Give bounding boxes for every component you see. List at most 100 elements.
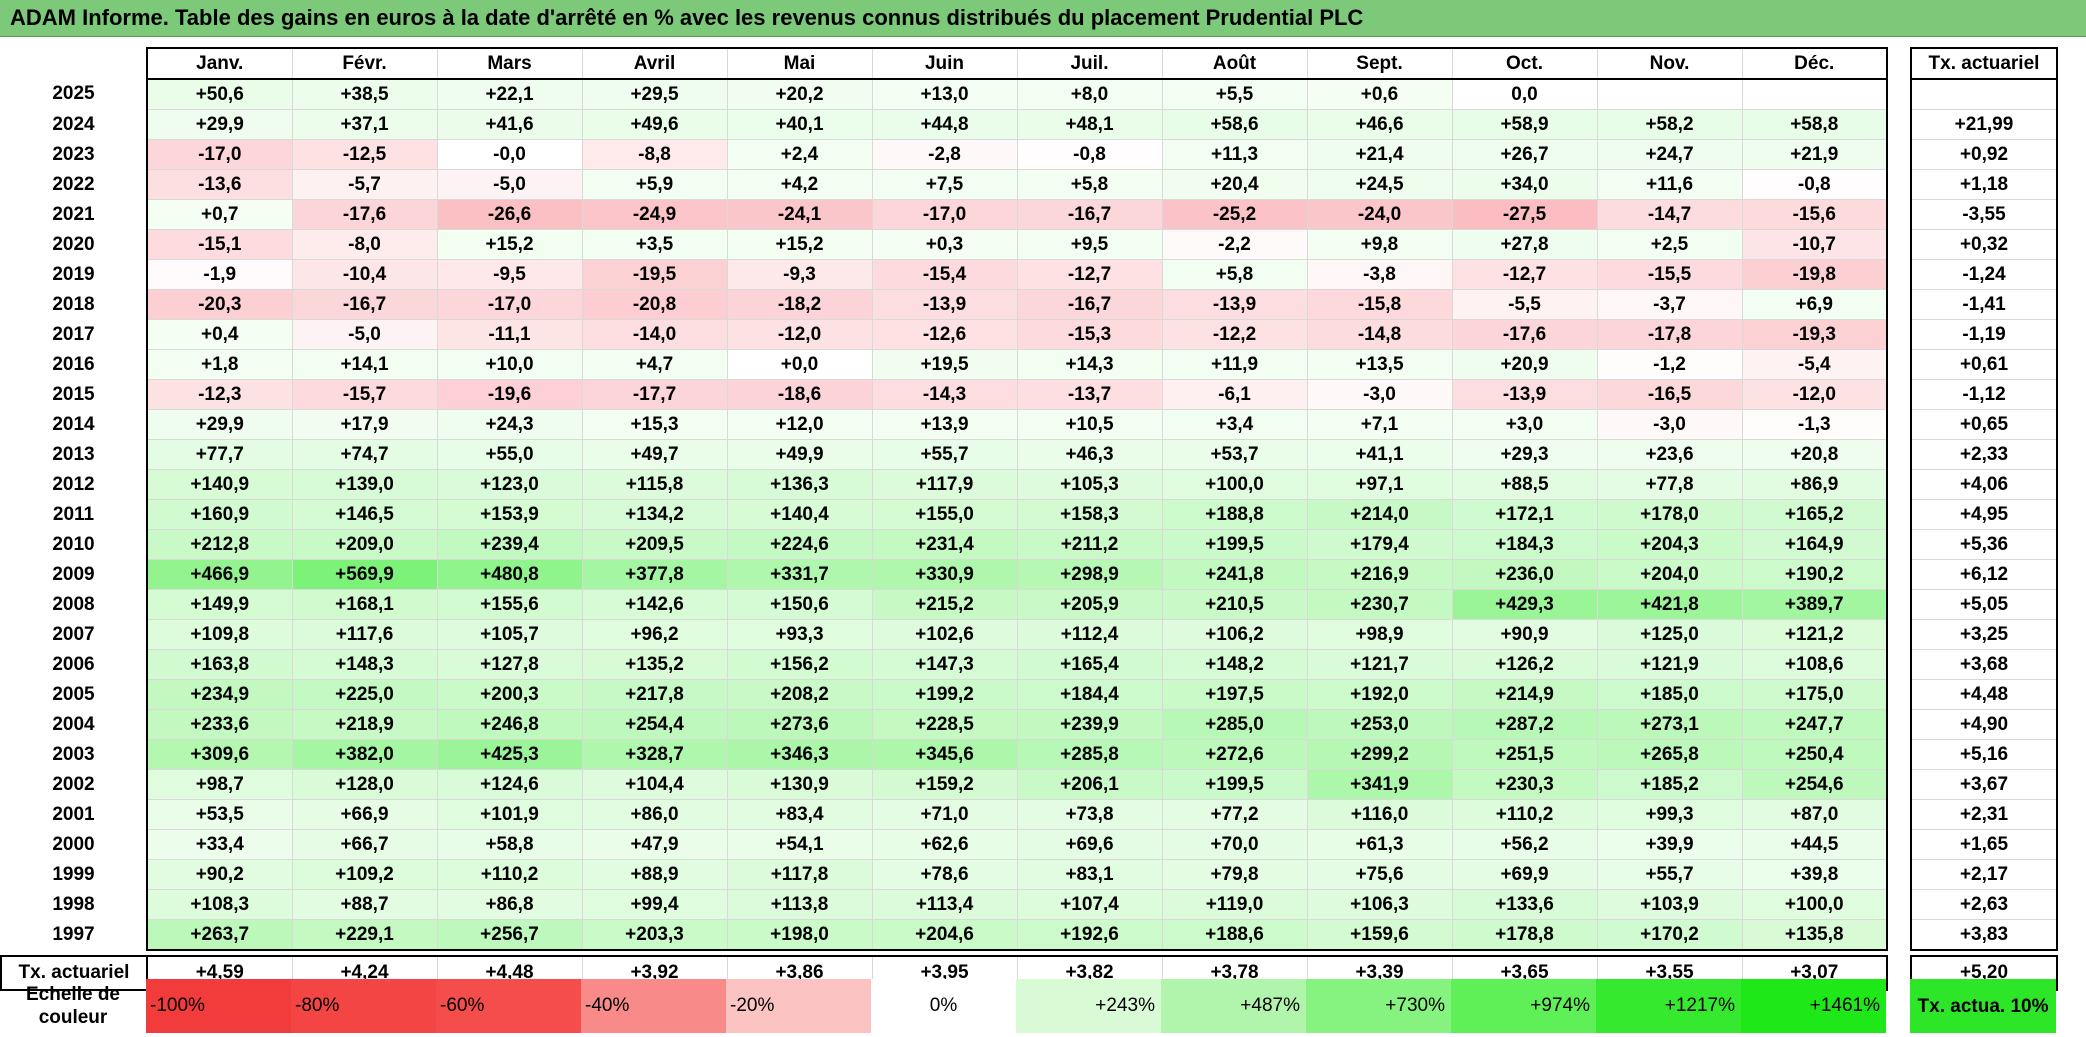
- gain-cell: +172,1: [1451, 499, 1598, 530]
- gain-cell: +209,0: [291, 529, 438, 560]
- legend-swatch: -20%: [726, 979, 871, 1033]
- gain-cell: +108,6: [1741, 649, 1888, 680]
- column-gap: [1887, 79, 1911, 110]
- gain-cell: +39,8: [1741, 859, 1888, 890]
- gain-cell: +44,5: [1741, 829, 1888, 860]
- gain-cell: +204,0: [1596, 559, 1743, 590]
- gain-cell: +128,0: [291, 769, 438, 800]
- column-gap: [1887, 529, 1911, 560]
- gain-cell: +199,2: [871, 679, 1018, 710]
- gain-cell: +22,1: [436, 78, 583, 110]
- gain-cell: +214,0: [1306, 499, 1453, 530]
- gain-cell: -17,8: [1596, 319, 1743, 350]
- column-gap: [1887, 289, 1911, 320]
- year-label: 2024: [52, 113, 95, 135]
- gain-cell: +192,0: [1306, 679, 1453, 710]
- gain-cell: +188,6: [1161, 919, 1308, 951]
- column-gap: [1887, 379, 1911, 410]
- month-header: Févr.: [291, 47, 438, 80]
- gain-cell: +175,0: [1741, 679, 1888, 710]
- gain-cell: +123,0: [436, 469, 583, 500]
- gain-cell: +58,6: [1161, 109, 1308, 140]
- table-row: 2015 -12,3 -15,7 -19,6 -17,7 -18,6 -14,3 -13,7-…: [1, 379, 2058, 410]
- table-row: 2003 +309,6 +382,0 +425,3 +328,7 +346,3 +345,6…: [1, 739, 2058, 770]
- gain-cell: +2,4: [726, 139, 873, 170]
- column-gap: [1887, 559, 1911, 590]
- legend-swatch: -40%: [581, 979, 726, 1033]
- gain-cell: +61,3: [1306, 829, 1453, 860]
- year-label: 2004: [52, 713, 95, 735]
- gain-cell: +49,6: [581, 109, 728, 140]
- table-row: 2001 +53,5 +66,9 +101,9 +86,0 +83,4 +71,0 +73,8…: [1, 799, 2058, 830]
- gain-cell: -17,0: [871, 199, 1018, 230]
- month-header: Août: [1161, 47, 1308, 80]
- gain-cell: +83,1: [1016, 859, 1163, 890]
- gain-cell: -24,9: [581, 199, 728, 230]
- gain-cell: -0,0: [436, 139, 583, 170]
- gain-cell: -8,0: [291, 229, 438, 260]
- year-label: 2013: [52, 443, 95, 465]
- gain-cell: -19,6: [436, 379, 583, 410]
- year-label: 2020: [52, 233, 95, 255]
- gain-cell: +49,7: [581, 439, 728, 470]
- gain-cell: +170,2: [1596, 919, 1743, 951]
- gain-cell: +0,7: [146, 199, 293, 230]
- gain-cell: +40,1: [726, 109, 873, 140]
- year-label: 2025: [52, 83, 95, 105]
- gain-cell: +211,2: [1016, 529, 1163, 560]
- gain-cell: +46,6: [1306, 109, 1453, 140]
- gain-cell: +135,2: [581, 649, 728, 680]
- gain-cell: [1596, 78, 1743, 110]
- month-header: Oct.: [1451, 47, 1598, 80]
- gain-cell: +272,6: [1161, 739, 1308, 770]
- gain-cell: +273,1: [1596, 709, 1743, 740]
- annual-rate-cell: -1,19: [1910, 319, 2058, 350]
- gain-cell: +188,8: [1161, 499, 1308, 530]
- gain-cell: +330,9: [871, 559, 1018, 590]
- gain-cell: +3,5: [581, 229, 728, 260]
- column-gap: [1887, 956, 1911, 990]
- gain-cell: +50,6: [146, 78, 293, 110]
- gain-cell: +11,9: [1161, 349, 1308, 380]
- gain-cell: -15,1: [146, 229, 293, 260]
- gain-cell: +4,7: [581, 349, 728, 380]
- gain-cell: +46,3: [1016, 439, 1163, 470]
- gain-cell: +155,6: [436, 589, 583, 620]
- gain-cell: +58,8: [1741, 109, 1888, 140]
- gain-cell: +429,3: [1451, 589, 1598, 620]
- gain-cell: +273,6: [726, 709, 873, 740]
- gain-cell: +236,0: [1451, 559, 1598, 590]
- gain-cell: +5,5: [1161, 78, 1308, 110]
- table-row: 2013 +77,7 +74,7 +55,0 +49,7 +49,9 +55,7 +46,3 +…: [1, 439, 2058, 470]
- gain-cell: +190,2: [1741, 559, 1888, 590]
- gain-cell: +140,4: [726, 499, 873, 530]
- gain-cell: +199,5: [1161, 769, 1308, 800]
- annual-rate-cell: +4,48: [1910, 679, 2058, 710]
- gain-cell: -17,6: [1451, 319, 1598, 350]
- gain-cell: +116,0: [1306, 799, 1453, 830]
- gain-cell: +70,0: [1161, 829, 1308, 860]
- gain-cell: +146,5: [291, 499, 438, 530]
- gain-cell: +178,8: [1451, 919, 1598, 951]
- column-gap: [1887, 349, 1911, 380]
- gain-cell: +3,4: [1161, 409, 1308, 440]
- month-header: Avril: [581, 47, 728, 80]
- legend-swatch: -60%: [436, 979, 581, 1033]
- gain-cell: +0,3: [871, 229, 1018, 260]
- table-row: 1999 +90,2 +109,2 +110,2 +88,9 +117,8 +78,6 +83…: [1, 859, 2058, 890]
- gain-cell: +0,4: [146, 319, 293, 350]
- gain-cell: -15,3: [1016, 319, 1163, 350]
- gain-cell: +12,0: [726, 409, 873, 440]
- gain-cell: +149,9: [146, 589, 293, 620]
- gain-cell: +62,6: [871, 829, 1018, 860]
- annual-rate-cell: -3,55: [1910, 199, 2058, 230]
- gain-cell: -5,0: [291, 319, 438, 350]
- gain-cell: +27,8: [1451, 229, 1598, 260]
- gain-cell: +6,9: [1741, 289, 1888, 320]
- table-row: 1997 +263,7 +229,1 +256,7 +203,3 +198,0 +204,6…: [1, 919, 2058, 951]
- gain-cell: +121,7: [1306, 649, 1453, 680]
- table-row: 2018 -20,3 -16,7 -17,0 -20,8 -18,2 -13,9 -16,7-…: [1, 289, 2058, 320]
- gain-cell: -3,0: [1596, 409, 1743, 440]
- legend-swatch: +1217%: [1596, 979, 1741, 1033]
- legend-swatch: -100%: [146, 979, 291, 1033]
